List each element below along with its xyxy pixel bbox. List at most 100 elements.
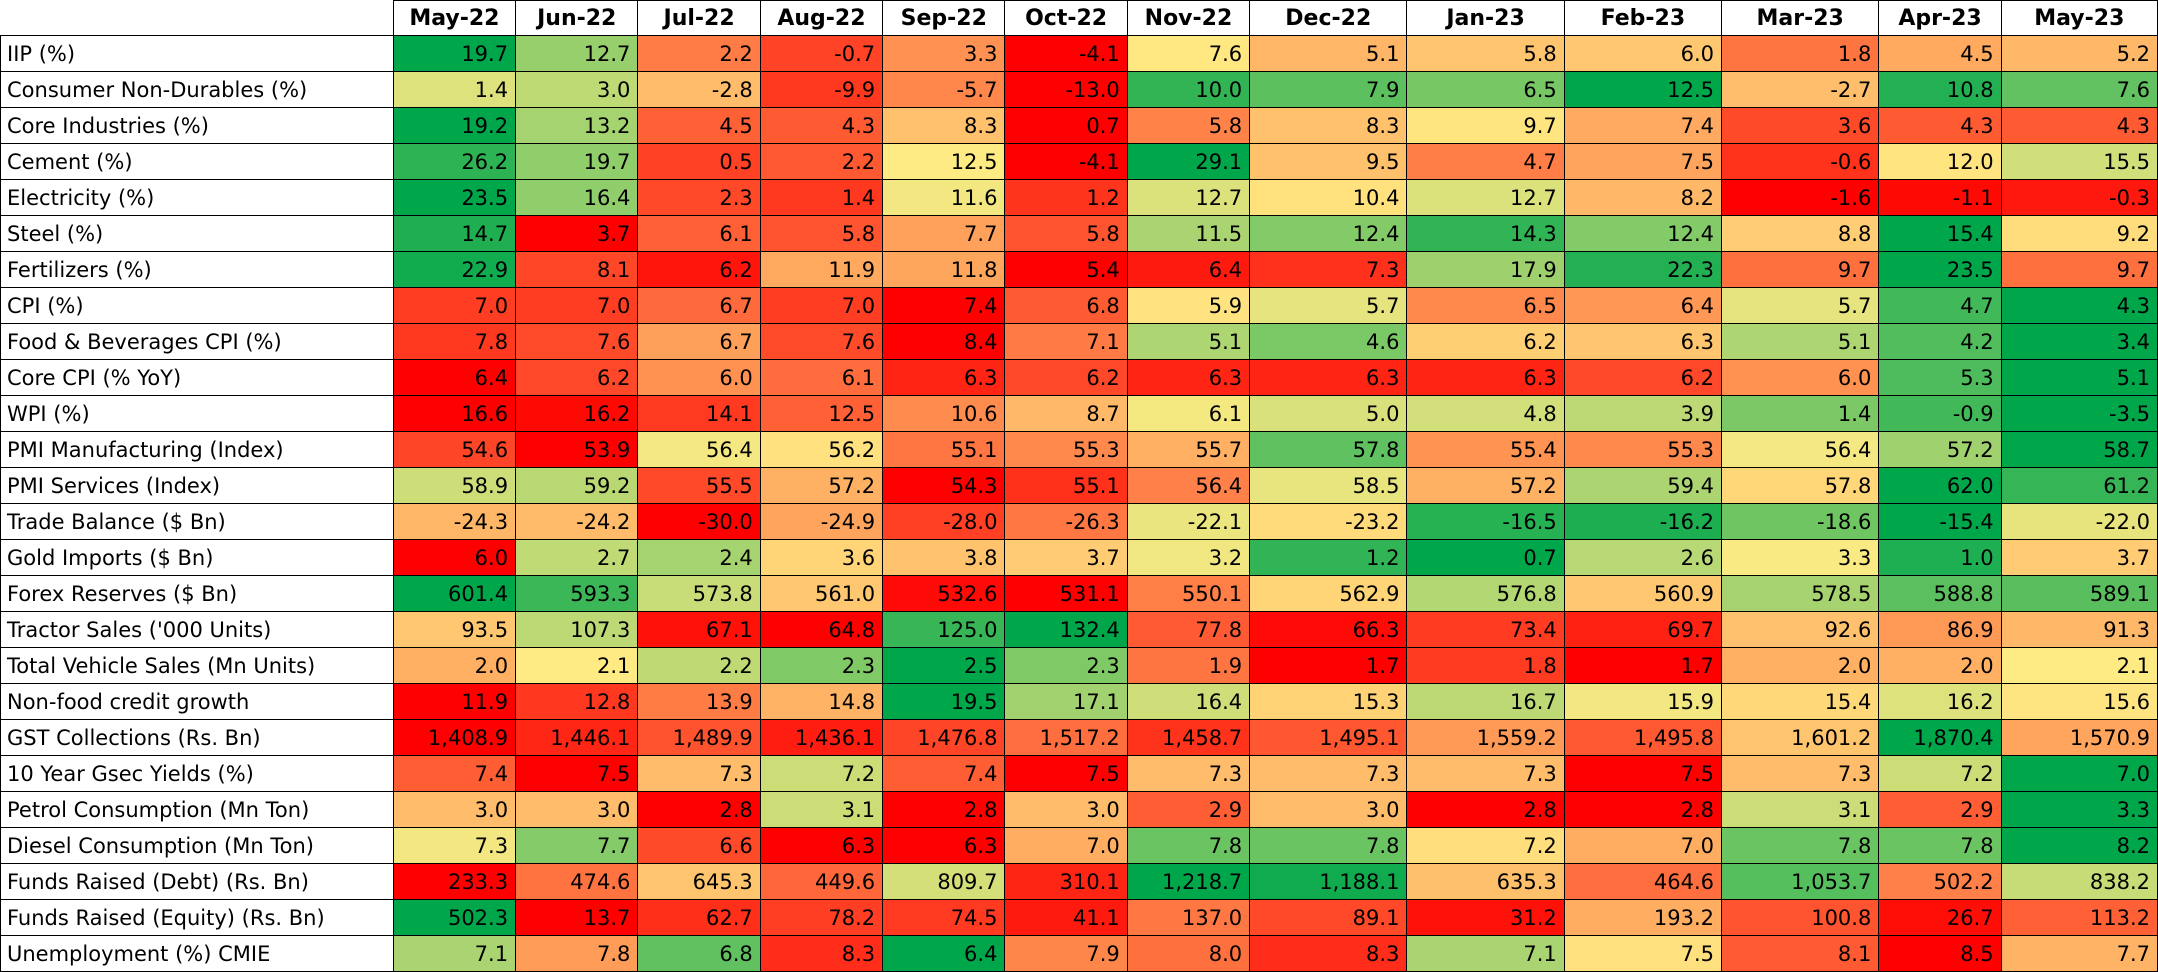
heatmap-cell: 6.4 (882, 935, 1006, 972)
heatmap-cell: -13.0 (1004, 71, 1128, 109)
heatmap-cell: 0.7 (1406, 539, 1565, 577)
heatmap-cell: 3.7 (2000, 539, 2158, 577)
heatmap-cell: 6.5 (1406, 287, 1565, 325)
heatmap-cell: 2.6 (1563, 539, 1723, 577)
heatmap-cell: 1,446.1 (515, 719, 639, 757)
heatmap-cell: -24.3 (392, 503, 517, 541)
heatmap-cell: 7.8 (1126, 827, 1251, 865)
heatmap-cell: 1.0 (1878, 539, 2002, 577)
heatmap-cell: 7.8 (1249, 827, 1408, 865)
heatmap-cell: 12.5 (759, 395, 884, 433)
heatmap-cell: 7.9 (1004, 935, 1128, 972)
heatmap-cell: -4.1 (1004, 35, 1128, 73)
heatmap-cell: 12.5 (882, 143, 1006, 181)
heatmap-cell: 15.4 (1721, 683, 1880, 721)
row-label: Fertilizers (%) (0, 251, 394, 289)
table-row: IIP (%) 19.7 12.7 2.2 -0.7 3.3 -4.1 7.6 5.1 5.8 6.… (0, 35, 2158, 73)
heatmap-cell: 561.0 (759, 575, 884, 613)
heatmap-cell: 2.3 (1004, 647, 1128, 685)
heatmap-cell: 8.2 (2000, 827, 2158, 865)
heatmap-cell: 132.4 (1004, 611, 1128, 649)
heatmap-cell: 233.3 (392, 863, 517, 901)
heatmap-cell: 55.3 (1563, 431, 1723, 469)
table-row: Diesel Consumption (Mn Ton) 7.3 7.7 6.6 6.3 6… (0, 827, 2158, 865)
heatmap-cell: 57.2 (759, 467, 884, 505)
heatmap-cell: 62.0 (1878, 467, 2002, 505)
heatmap-cell: -2.7 (1721, 71, 1880, 109)
heatmap-cell: 57.8 (1249, 431, 1408, 469)
heatmap-cell: 8.3 (759, 935, 884, 972)
heatmap-cell: 77.8 (1126, 611, 1251, 649)
heatmap-cell: 19.5 (882, 683, 1006, 721)
heatmap-cell: 4.3 (1878, 107, 2002, 145)
heatmap-cell: 16.6 (392, 395, 517, 433)
heatmap-cell: 1.4 (759, 179, 884, 217)
heatmap-cell: 1.7 (1249, 647, 1408, 685)
corner-cell (0, 0, 394, 37)
heatmap-cell: 66.3 (1249, 611, 1408, 649)
heatmap-cell: 474.6 (515, 863, 639, 901)
heatmap-cell: 502.2 (1878, 863, 2002, 901)
heatmap-cell: 6.0 (1721, 359, 1880, 397)
heatmap-cell: 59.4 (1563, 467, 1723, 505)
heatmap-cell: 4.2 (1878, 323, 2002, 361)
heatmap-cell: 6.3 (882, 827, 1006, 865)
heatmap-cell: 7.4 (882, 287, 1006, 325)
heatmap-cell: 7.2 (759, 755, 884, 793)
heatmap-cell: 16.2 (1878, 683, 2002, 721)
heatmap-cell: 2.8 (882, 791, 1006, 829)
row-label: 10 Year Gsec Yields (%) (0, 755, 394, 793)
heatmap-cell: -0.3 (2000, 179, 2158, 217)
heatmap-cell: 19.7 (515, 143, 639, 181)
heatmap-cell: 12.4 (1563, 215, 1723, 253)
heatmap-cell: 6.3 (1126, 359, 1251, 397)
heatmap-cell: 9.7 (1406, 107, 1565, 145)
heatmap-cell: 93.5 (392, 611, 517, 649)
heatmap-cell: 6.8 (1004, 287, 1128, 325)
heatmap-cell: 6.2 (515, 359, 639, 397)
heatmap-cell: 1,517.2 (1004, 719, 1128, 757)
heatmap-cell: 7.3 (1126, 755, 1251, 793)
heatmap-cell: 3.1 (759, 791, 884, 829)
heatmap-cell: 1,870.4 (1878, 719, 2002, 757)
heatmap-cell: 5.7 (1249, 287, 1408, 325)
heatmap-cell: 4.5 (1878, 35, 2002, 73)
heatmap-cell: 57.2 (1406, 467, 1565, 505)
heatmap-cell: 59.2 (515, 467, 639, 505)
heatmap-cell: 6.7 (637, 287, 761, 325)
heatmap-cell: 2.9 (1878, 791, 2002, 829)
heatmap-cell: 7.8 (1721, 827, 1880, 865)
heatmap-cell: 17.1 (1004, 683, 1128, 721)
heatmap-cell: 593.3 (515, 575, 639, 613)
heatmap-cell: 8.8 (1721, 215, 1880, 253)
table-row: CPI (%) 7.0 7.0 6.7 7.0 7.4 6.8 5.9 5.7 6.5 6.4 5.7… (0, 287, 2158, 325)
heatmap-cell: 57.8 (1721, 467, 1880, 505)
heatmap-cell: -24.9 (759, 503, 884, 541)
heatmap-cell: 23.5 (1878, 251, 2002, 289)
row-label: Petrol Consumption (Mn Ton) (0, 791, 394, 829)
heatmap-cell: 3.0 (515, 71, 639, 109)
heatmap-cell: 601.4 (392, 575, 517, 613)
table-row: Trade Balance ($ Bn) -24.3 -24.2 -30.0 -24.9… (0, 503, 2158, 541)
heatmap-cell: 5.4 (1004, 251, 1128, 289)
heatmap-cell: 78.2 (759, 899, 884, 936)
row-label: Core CPI (% YoY) (0, 359, 394, 397)
row-label: Funds Raised (Debt) (Rs. Bn) (0, 863, 394, 901)
heatmap-cell: 6.3 (1563, 323, 1723, 361)
heatmap-cell: 12.7 (1406, 179, 1565, 217)
heatmap-cell: 3.3 (1721, 539, 1880, 577)
heatmap-cell: 3.7 (515, 215, 639, 253)
heatmap-cell: 4.8 (1406, 395, 1565, 433)
heatmap-cell: 8.1 (515, 251, 639, 289)
heatmap-cell: 100.8 (1721, 899, 1880, 936)
heatmap-cell: 15.9 (1563, 683, 1723, 721)
heatmap-cell: 14.3 (1406, 215, 1565, 253)
heatmap-cell: 4.5 (637, 107, 761, 145)
heatmap-cell: 1.4 (1721, 395, 1880, 433)
heatmap-cell: 14.1 (637, 395, 761, 433)
column-header: May-23 (2000, 0, 2158, 37)
heatmap-cell: 16.4 (515, 179, 639, 217)
heatmap-cell: 1.9 (1126, 647, 1251, 685)
heatmap-cell: 3.0 (1249, 791, 1408, 829)
heatmap-cell: 7.8 (1878, 827, 2002, 865)
